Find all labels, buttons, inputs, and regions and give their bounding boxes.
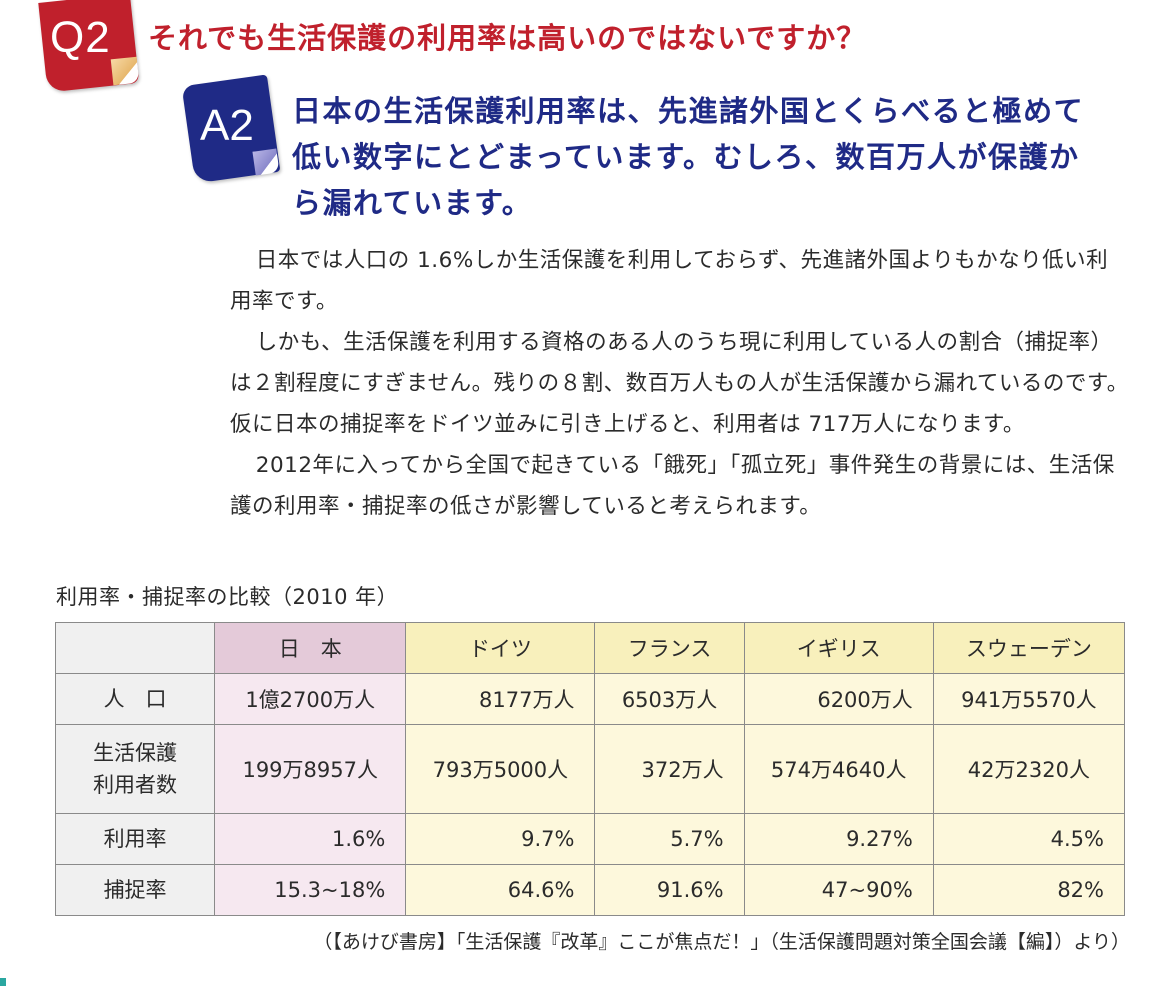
question-badge-label: Q2 [50,13,111,62]
table-row-population: 人 口 1億2700万人 8177万人 6503万人 6200万人 941万55… [54,673,1126,725]
column-header-uk: イギリス [743,622,934,674]
table-cell: 372万人 [594,724,745,814]
column-header-sweden: スウェーデン [932,622,1126,674]
table-cell: 793万5000人 [405,724,596,814]
table-cell: 1.6% [214,813,407,865]
table-cell: 8177万人 [405,673,596,725]
body-paragraph-3: 2012年に入ってから全国で起きている「餓死」「孤立死」事件発生の背景には、生活… [230,453,1115,519]
row-label-recipients-line-1: 生活保護 [93,741,178,765]
column-header-france: フランス [594,622,745,674]
table-row-usage-rate: 利用率 1.6% 9.7% 5.7% 9.27% 4.5% [54,813,1126,865]
table-cell: 5.7% [594,813,745,865]
answer-heading: 日本の生活保護利用率は、先進諸外国とくらべると極めて 低い数字にとどまっています… [292,88,1132,226]
answer-line-2: 低い数字にとどまっています。むしろ、数百万人が保護か [292,140,1080,174]
table-cell: 4.5% [932,813,1126,865]
answer-line-1: 日本の生活保護利用率は、先進諸外国とくらべると極めて [292,94,1085,128]
table-cell: 9.27% [743,813,934,865]
table-cell: 941万5570人 [932,673,1126,725]
body-text: 日本では人口の 1.6%しか生活保護を利用しておらず、先進諸外国よりもかなり低い… [230,240,1130,527]
row-label-population: 人 口 [54,673,216,725]
table-caption: 利用率・捕捉率の比較（2010 年） [56,585,399,609]
table-row-capture-rate: 捕捉率 15.3~18% 64.6% 91.6% 47~90% 82% [54,864,1126,916]
table-cell: 64.6% [405,864,596,916]
table-cell: 82% [932,864,1126,916]
answer-line-3: ら漏れています。 [292,186,533,220]
row-label-recipients: 生活保護 利用者数 [54,724,216,814]
body-paragraph-1: 日本では人口の 1.6%しか生活保護を利用しておらず、先進諸外国よりもかなり低い… [230,248,1109,314]
edge-mark [0,978,6,986]
row-label-usage-rate: 利用率 [54,813,216,865]
table-cell: 9.7% [405,813,596,865]
row-label-recipients-line-2: 利用者数 [93,773,178,797]
table-cell: 6200万人 [743,673,934,725]
table-cell: 91.6% [594,864,745,916]
question-title: それでも生活保護の利用率は高いのではないですか？ [148,21,867,55]
column-header-germany: ドイツ [405,622,596,674]
comparison-table: 日 本 ドイツ フランス イギリス スウェーデン 人 口 1億2700万人 81… [54,622,1126,916]
row-label-capture-rate: 捕捉率 [54,864,216,916]
table-header-row: 日 本 ドイツ フランス イギリス スウェーデン [54,622,1126,674]
table-cell: 574万4640人 [743,724,934,814]
source-citation: （【あけび書房】「生活保護『改革』ここが焦点だ！」（生活保護問題対策全国会議【編… [313,931,1130,953]
table-corner-cell [54,622,216,674]
answer-badge-label: A2 [200,101,254,150]
table-row-recipients: 生活保護 利用者数 199万8957人 793万5000人 372万人 574万… [54,724,1126,814]
table-cell: 1億2700万人 [214,673,407,725]
body-paragraph-2: しかも、生活保護を利用する資格のある人のうち現に利用している人の割合（捕捉率）は… [230,330,1129,437]
table-cell: 199万8957人 [214,724,407,814]
table-cell: 6503万人 [594,673,745,725]
column-header-japan: 日 本 [214,622,407,674]
table-cell: 15.3~18% [214,864,407,916]
table-cell: 47~90% [743,864,934,916]
table-cell: 42万2320人 [932,724,1126,814]
